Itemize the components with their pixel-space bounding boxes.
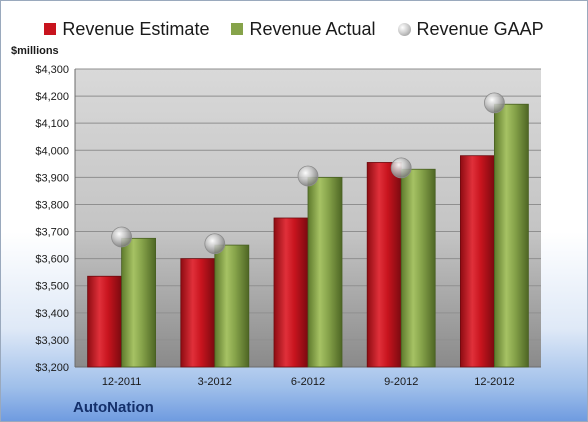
bar-revenue-actual <box>214 244 250 368</box>
legend-label-estimate: Revenue Estimate <box>62 18 210 39</box>
bar-revenue-estimate <box>366 162 402 368</box>
plot-area: $3,200 $3,300 $3,400 $3,500 $3,600 $3,700 $3,8… <box>35 64 541 388</box>
company-name: AutoNation <box>73 399 154 416</box>
legend-label-actual: Revenue Actual <box>249 18 376 39</box>
bar-revenue-estimate <box>273 217 309 368</box>
x-tick-label: 12-2011 <box>102 376 142 388</box>
legend-item-estimate: Revenue Estimate <box>44 19 209 40</box>
legend-marker-gaap <box>397 22 411 36</box>
y-tick-label: $3,500 <box>35 281 69 293</box>
y-tick-label: $3,300 <box>35 335 69 347</box>
bar-revenue-actual <box>121 237 156 368</box>
point-revenue-gaap <box>204 233 226 255</box>
bar-revenue-estimate <box>87 275 122 368</box>
legend-label-gaap: Revenue GAAP <box>416 18 544 39</box>
point-revenue-gaap <box>297 165 319 187</box>
point-revenue-gaap <box>111 226 132 248</box>
bar-revenue-actual <box>493 103 529 368</box>
legend-item-gaap: Revenue GAAP <box>397 18 544 40</box>
bar-revenue-actual <box>400 168 436 368</box>
point-revenue-gaap <box>390 157 412 179</box>
legend-item-actual: Revenue Actual <box>231 18 376 40</box>
y-tick-label: $3,900 <box>35 172 69 184</box>
y-axis-unit-label: $millions <box>11 45 59 57</box>
y-tick-label: $4,200 <box>35 91 69 103</box>
bar-revenue-actual <box>307 176 343 368</box>
x-tick-label: 3-2012 <box>198 376 232 388</box>
legend: Revenue Estimate Revenue Actual Revenue … <box>1 17 587 41</box>
x-tick-label: 9-2012 <box>384 376 418 388</box>
x-tick-label: 12-2012 <box>474 376 514 388</box>
point-revenue-gaap <box>483 92 505 114</box>
x-tick-label: 6-2012 <box>291 376 325 388</box>
y-tick-label: $3,800 <box>35 199 69 211</box>
legend-swatch-estimate <box>44 23 57 35</box>
y-tick-label: $3,600 <box>35 254 69 266</box>
y-tick-label: $3,400 <box>35 308 69 320</box>
bar-revenue-estimate <box>180 258 216 368</box>
bar-revenue-estimate <box>459 155 495 368</box>
y-tick-label: $4,000 <box>35 145 69 157</box>
y-tick-label: $3,700 <box>35 227 69 239</box>
y-tick-label: $4,100 <box>35 118 69 130</box>
legend-swatch-actual <box>231 23 244 35</box>
y-tick-label: $3,200 <box>35 362 69 374</box>
y-tick-label: $4,300 <box>35 64 69 76</box>
